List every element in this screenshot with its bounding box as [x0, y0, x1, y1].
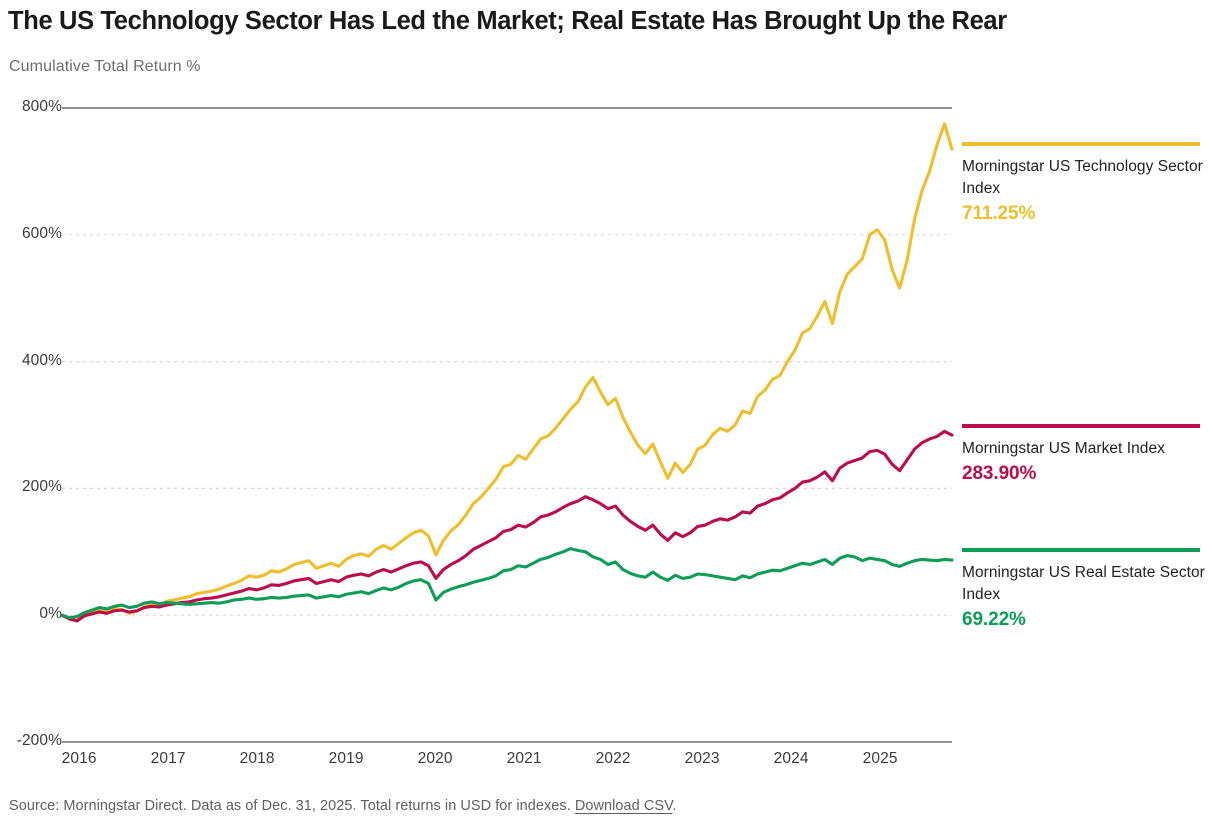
- x-tick-label: 2021: [506, 750, 542, 767]
- y-axis: 800% 600% 400% 200% 0% -200%: [0, 0, 62, 832]
- series-line-0[interactable]: [60, 122, 954, 622]
- x-tick-label: 2025: [862, 750, 898, 767]
- series-line-1[interactable]: [60, 429, 954, 623]
- legend-value-technology: 711.25%: [962, 203, 1036, 224]
- y-tick-label: -200%: [16, 732, 62, 749]
- source-note: Source: Morningstar Direct. Data as of D…: [9, 798, 677, 814]
- legend-label-real-estate: Morningstar US Real Estate Sector Index: [962, 564, 1205, 603]
- legend-item-market[interactable]: Morningstar US Market Index 283.90%: [962, 424, 1213, 487]
- chart-subtitle: Cumulative Total Return %: [9, 58, 201, 75]
- y-tick-label: 0%: [39, 605, 62, 623]
- x-tick-label: 2022: [595, 750, 631, 767]
- y-tick-label: 800%: [21, 98, 62, 115]
- legend-item-real-estate[interactable]: Morningstar US Real Estate Sector Index …: [962, 548, 1213, 633]
- x-tick-label: 2016: [61, 750, 97, 767]
- x-tick-label: 2024: [773, 750, 809, 767]
- legend-label-technology: Morningstar US Technology Sector Index: [962, 158, 1203, 197]
- source-text-end: .: [672, 798, 677, 814]
- legend-value-market: 283.90%: [962, 463, 1037, 484]
- x-tick-label: 2018: [239, 750, 275, 767]
- y-tick-label: 200%: [21, 478, 62, 496]
- legend-color-swatch-technology: [962, 142, 1200, 146]
- page-title: The US Technology Sector Has Led the Mar…: [8, 7, 1007, 35]
- x-tick-label: 2023: [684, 750, 720, 767]
- legend-label-market: Morningstar US Market Index: [962, 440, 1165, 457]
- y-tick-label: 400%: [21, 351, 62, 369]
- y-tick-label: 600%: [21, 224, 62, 242]
- legend-color-swatch-market: [962, 424, 1200, 428]
- download-csv-link[interactable]: Download CSV: [574, 798, 673, 814]
- legend-item-technology[interactable]: Morningstar US Technology Sector Index 7…: [962, 142, 1213, 227]
- legend-value-real-estate: 69.22%: [962, 609, 1026, 630]
- x-axis: 2016 2017 2018 2019 2020 2021 2022 2023 2024 2025: [0, 750, 1213, 780]
- source-text: Source: Morningstar Direct. Data as of D…: [9, 798, 575, 814]
- legend-color-swatch-real-estate: [962, 548, 1200, 552]
- x-tick-label: 2019: [328, 750, 364, 767]
- series-line-2[interactable]: [60, 547, 954, 620]
- x-tick-label: 2017: [150, 750, 186, 767]
- x-tick-label: 2020: [417, 750, 453, 767]
